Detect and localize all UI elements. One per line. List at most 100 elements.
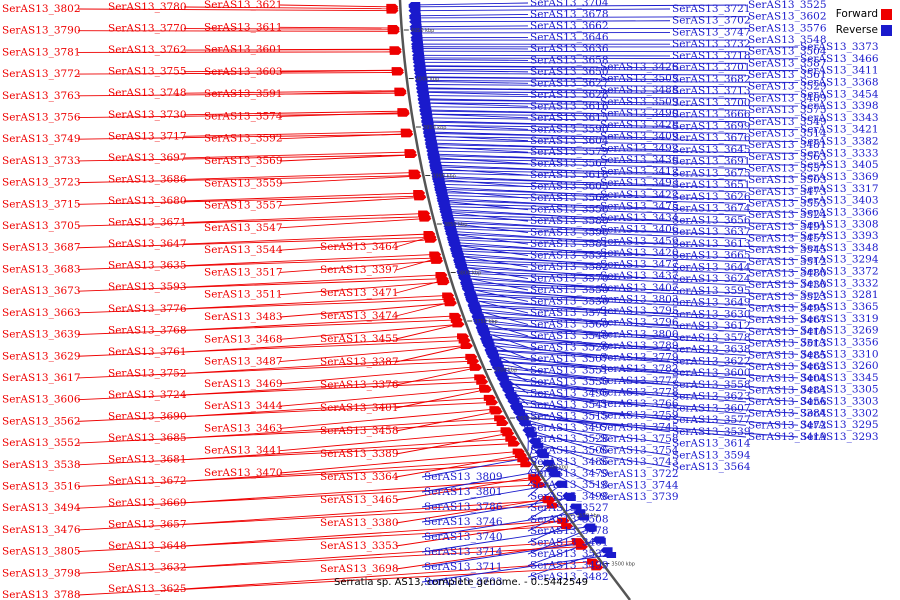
gene-label[interactable]: SerAS13_3612 [672, 320, 751, 332]
gene-label[interactable]: SerAS13_3595 [672, 285, 751, 297]
gene-label[interactable]: SerAS13_3780 [108, 1, 187, 13]
gene-label[interactable]: SerAS13_3575 [748, 104, 827, 116]
gene-label[interactable]: SerAS13_3782 [600, 363, 679, 375]
gene-label[interactable]: SerAS13_3317 [800, 183, 879, 195]
gene-label[interactable]: SerAS13_3515 [530, 410, 609, 422]
gene-label[interactable]: SerAS13_3310 [800, 348, 879, 360]
gene-label[interactable]: SerAS13_3671 [108, 217, 187, 229]
gene-label[interactable]: SerAS13_3497 [530, 422, 609, 434]
gene-label[interactable]: SerAS13_3348 [800, 242, 879, 254]
gene-label[interactable]: SerAS13_3724 [108, 389, 187, 401]
gene-label[interactable]: SerAS13_3490 [600, 107, 679, 119]
gene-label[interactable]: SerAS13_3437 [600, 270, 679, 282]
gene-label[interactable]: SerAS13_3422 [600, 189, 679, 201]
gene-label[interactable]: SerAS13_3441 [204, 445, 283, 457]
gene-label[interactable]: SerAS13_3768 [108, 324, 187, 336]
gene-label[interactable]: SerAS13_3703 [424, 576, 503, 588]
gene-label[interactable]: SerAS13_3403 [800, 195, 879, 207]
gene-label[interactable]: SerAS13_3373 [800, 41, 879, 53]
gene-label[interactable]: SerAS13_3389 [320, 448, 399, 460]
gene-label[interactable]: SerAS13_3353 [320, 540, 399, 552]
gene-label[interactable]: SerAS13_3687 [2, 242, 81, 254]
gene-label[interactable]: SerAS13_3614 [672, 438, 751, 450]
gene-label[interactable]: SerAS13_3744 [600, 479, 679, 491]
gene-label[interactable]: SerAS13_3777 [600, 375, 679, 387]
gene-label[interactable]: SerAS13_3662 [530, 20, 609, 32]
gene-label[interactable]: SerAS13_3571 [530, 307, 609, 319]
gene-label[interactable]: SerAS13_3803 [600, 293, 679, 305]
gene-label[interactable]: SerAS13_3604 [530, 135, 609, 147]
gene-label[interactable]: SerAS13_3483 [204, 311, 283, 323]
gene-label[interactable]: SerAS13_3486 [530, 456, 609, 468]
gene-label[interactable]: SerAS13_3412 [600, 166, 679, 178]
gene-label[interactable]: SerAS13_3333 [800, 147, 879, 159]
gene-label[interactable]: SerAS13_3636 [530, 43, 609, 55]
gene-label[interactable]: SerAS13_3511 [204, 289, 283, 301]
gene-label[interactable]: SerAS13_3646 [530, 31, 609, 43]
gene-label[interactable]: SerAS13_3567 [530, 158, 609, 170]
gene-label[interactable]: SerAS13_3482 [530, 571, 609, 583]
gene-label[interactable]: SerAS13_3516 [2, 480, 81, 492]
gene-label[interactable]: SerAS13_3685 [108, 432, 187, 444]
gene-label[interactable]: SerAS13_3594 [672, 449, 751, 461]
gene-label[interactable]: SerAS13_3564 [672, 461, 751, 473]
gene-label[interactable]: SerAS13_3748 [108, 87, 187, 99]
gene-label[interactable]: SerAS13_3387 [320, 356, 399, 368]
gene-label[interactable]: SerAS13_3590 [530, 123, 609, 135]
gene-label[interactable]: SerAS13_3551 [530, 364, 609, 376]
gene-label[interactable]: SerAS13_3541 [530, 399, 609, 411]
gene-label[interactable]: SerAS13_3356 [800, 336, 879, 348]
gene-label[interactable]: SerAS13_3538 [2, 459, 81, 471]
gene-label[interactable]: SerAS13_3770 [108, 23, 187, 35]
gene-label[interactable]: SerAS13_3544 [204, 244, 283, 256]
gene-label[interactable]: SerAS13_3477 [600, 259, 679, 271]
gene-label[interactable]: SerAS13_3717 [108, 130, 187, 142]
gene-label[interactable]: SerAS13_3404 [748, 373, 827, 385]
gene-label[interactable]: SerAS13_3457 [748, 233, 827, 245]
gene-label[interactable]: SerAS13_3635 [108, 260, 187, 272]
gene-label[interactable]: SerAS13_3488 [600, 84, 679, 96]
gene-label[interactable]: SerAS13_3550 [530, 284, 609, 296]
gene-label[interactable]: SerAS13_3618 [530, 169, 609, 181]
gene-label[interactable]: SerAS13_3559 [204, 177, 283, 189]
gene-label[interactable]: SerAS13_3454 [800, 88, 879, 100]
gene-label[interactable]: SerAS13_3480 [748, 268, 827, 280]
gene-label[interactable]: SerAS13_3472 [748, 419, 827, 431]
gene-label[interactable]: SerAS13_3345 [800, 372, 879, 384]
gene-label[interactable]: SerAS13_3705 [2, 220, 81, 232]
gene-label[interactable]: SerAS13_3540 [530, 330, 609, 342]
gene-label[interactable]: SerAS13_3611 [204, 21, 283, 33]
gene-label[interactable]: SerAS13_3547 [204, 222, 283, 234]
gene-label[interactable]: SerAS13_3529 [748, 81, 827, 93]
gene-label[interactable]: SerAS13_3365 [800, 301, 879, 313]
gene-label[interactable]: SerAS13_3471 [320, 287, 399, 299]
gene-label[interactable]: SerAS13_3545 [748, 244, 827, 256]
gene-label[interactable]: SerAS13_3749 [2, 133, 81, 145]
gene-label[interactable]: SerAS13_3626 [672, 191, 751, 203]
gene-label[interactable]: SerAS13_3504 [748, 46, 827, 58]
gene-label[interactable]: SerAS13_3468 [204, 333, 283, 345]
gene-label[interactable]: SerAS13_3528 [530, 433, 609, 445]
gene-label[interactable]: SerAS13_3513 [748, 338, 827, 350]
gene-label[interactable]: SerAS13_3455 [320, 333, 399, 345]
gene-label[interactable]: SerAS13_3649 [672, 297, 751, 309]
gene-label[interactable]: SerAS13_3700 [672, 97, 751, 109]
gene-label[interactable]: SerAS13_3303 [800, 396, 879, 408]
gene-label[interactable]: SerAS13_3558 [672, 379, 751, 391]
gene-label[interactable]: SerAS13_3761 [108, 346, 187, 358]
gene-label[interactable]: SerAS13_3766 [600, 398, 679, 410]
gene-label[interactable]: SerAS13_3786 [424, 501, 503, 513]
gene-label[interactable]: SerAS13_3666 [672, 109, 751, 121]
gene-label[interactable]: SerAS13_3487 [204, 356, 283, 368]
gene-label[interactable]: SerAS13_3343 [800, 112, 879, 124]
gene-label[interactable]: SerAS13_3606 [2, 394, 81, 406]
gene-label[interactable]: SerAS13_3623 [672, 391, 751, 403]
gene-label[interactable]: SerAS13_3494 [2, 502, 81, 514]
gene-label[interactable]: SerAS13_3456 [748, 396, 827, 408]
gene-label[interactable]: SerAS13_3539 [672, 426, 751, 438]
gene-label[interactable]: SerAS13_3436 [600, 154, 679, 166]
gene-label[interactable]: SerAS13_3591 [204, 88, 283, 100]
gene-label[interactable]: SerAS13_3673 [2, 285, 81, 297]
gene-label[interactable]: SerAS13_3473 [748, 186, 827, 198]
gene-label[interactable]: SerAS13_3788 [2, 589, 81, 600]
